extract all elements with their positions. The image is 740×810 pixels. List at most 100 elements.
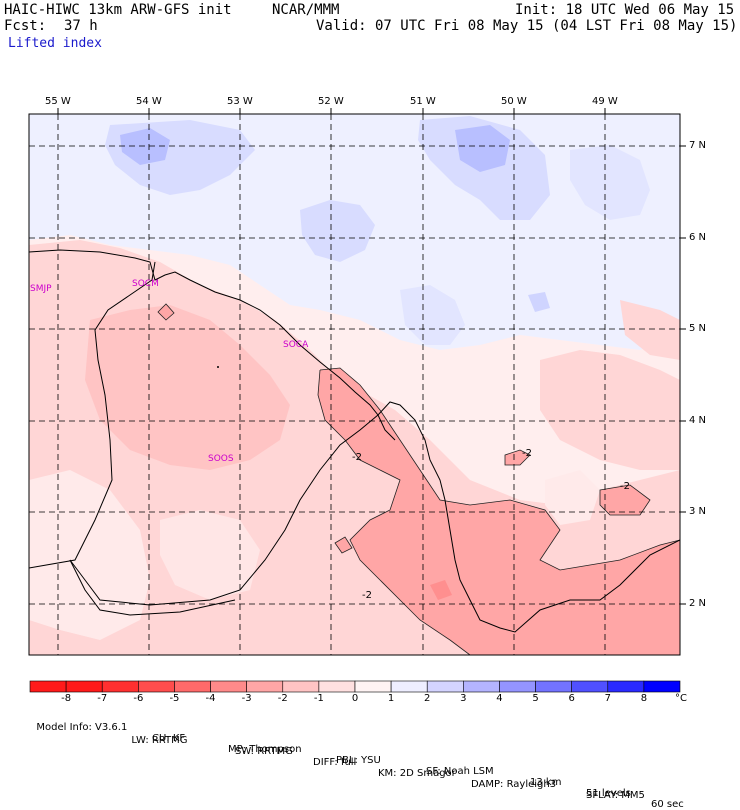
stable-core bbox=[120, 128, 170, 165]
coastline bbox=[29, 249, 680, 633]
colorbar-tick: 5 bbox=[532, 693, 539, 704]
colorbar-cell bbox=[138, 680, 175, 693]
footer-item: 60 sec bbox=[651, 799, 684, 810]
station-label: SMJP bbox=[30, 284, 52, 294]
river-line bbox=[377, 414, 396, 441]
colorbar-tick: 6 bbox=[568, 693, 575, 704]
colorbar-cell bbox=[607, 680, 645, 693]
contour-line bbox=[319, 367, 680, 571]
organization: NCAR/MMM bbox=[272, 2, 340, 18]
colorbar bbox=[29, 680, 681, 693]
contour-region bbox=[318, 368, 680, 655]
lat-label: 6 N bbox=[689, 232, 707, 243]
lon-label: 55 W bbox=[45, 96, 71, 107]
colorbar-tick: -7 bbox=[97, 693, 108, 704]
colorbar-tick: 4 bbox=[496, 693, 503, 704]
stable-patch bbox=[400, 285, 465, 345]
lat-label: 4 N bbox=[689, 415, 707, 426]
station-label: SOOS bbox=[208, 454, 234, 464]
lon-label: 53 W bbox=[227, 96, 253, 107]
colorbar-tick: 1 bbox=[387, 693, 395, 704]
model-info-line2: LW: RRTMG SW: RRTMG DIFF: full KM: 2D Sm… bbox=[125, 724, 645, 801]
lat-label: 7 N bbox=[689, 140, 707, 151]
colorbar-cell bbox=[354, 680, 392, 693]
footer-item: CU: KF bbox=[152, 733, 186, 744]
map-frame bbox=[28, 113, 681, 656]
contour-line bbox=[334, 536, 353, 554]
colorbar-cell bbox=[318, 680, 356, 693]
colorbar-cell bbox=[426, 680, 464, 693]
footer-item: Model Info: V3.6.1 bbox=[36, 722, 128, 733]
colorbar-tick: 2 bbox=[424, 693, 431, 704]
contour-region bbox=[430, 580, 452, 600]
contour-region bbox=[600, 485, 650, 515]
colorbar-tick: -5 bbox=[169, 693, 180, 704]
colorbar-cell bbox=[643, 680, 681, 693]
colorbar-cell bbox=[463, 680, 500, 693]
map-panel bbox=[28, 108, 686, 656]
stable-core bbox=[455, 125, 510, 172]
lat-label: 2 N bbox=[689, 598, 707, 609]
lon-label: 51 W bbox=[410, 96, 436, 107]
weak-zone bbox=[29, 470, 150, 640]
station-dot bbox=[217, 366, 219, 368]
footer-item: DAMP: Rayleigh3 bbox=[471, 779, 557, 790]
stable-patch bbox=[300, 200, 375, 262]
footer-item: DIFF: full bbox=[313, 757, 357, 768]
border-line bbox=[29, 261, 156, 569]
lon-label: 49 W bbox=[592, 96, 618, 107]
colorbar-cell bbox=[535, 680, 572, 693]
colorbar-cell bbox=[246, 680, 284, 693]
stable-patch bbox=[570, 145, 650, 220]
contour-line bbox=[504, 449, 531, 466]
colorbar-cell bbox=[499, 680, 536, 693]
footer-item: SW: RRTMG bbox=[235, 746, 293, 757]
border-line bbox=[69, 559, 236, 616]
colorbar-cell bbox=[174, 680, 211, 693]
unstable-zone bbox=[85, 305, 290, 470]
contour-label: -2 bbox=[522, 448, 532, 459]
lon-label: 54 W bbox=[136, 96, 162, 107]
model-title: HAIC-HIWC 13km ARW-GFS init bbox=[4, 2, 232, 18]
colorbar-unit: °C bbox=[675, 693, 687, 704]
colorbar-tick: -2 bbox=[277, 693, 288, 704]
forecast-hours: 37 h bbox=[64, 18, 98, 34]
colorbar-tick: -1 bbox=[313, 693, 324, 704]
lon-label: 50 W bbox=[501, 96, 527, 107]
contour-label: -2 bbox=[352, 452, 362, 463]
colorbar-tick: -4 bbox=[205, 693, 216, 704]
colorbar-cell bbox=[571, 680, 609, 693]
station-label: SOCA bbox=[283, 340, 309, 350]
colorbar-cell bbox=[282, 680, 320, 693]
init-time: Init: 18 UTC Wed 06 May 15 bbox=[515, 2, 735, 18]
contour-label: -2 bbox=[362, 590, 372, 601]
valid-time: Valid: 07 UTC Fri 08 May 15 (04 LST Fri … bbox=[316, 18, 738, 34]
lat-label: 3 N bbox=[689, 506, 707, 517]
station-label: SOCM bbox=[132, 279, 159, 289]
colorbar-tick: -3 bbox=[241, 693, 252, 704]
footer-item: KM: 2D Smagor bbox=[378, 768, 456, 779]
unstable-zone bbox=[540, 350, 680, 470]
field-name: Lifted index bbox=[8, 36, 102, 51]
contour-line bbox=[317, 369, 471, 655]
border-line bbox=[69, 414, 379, 606]
forecast-label: Fcst: bbox=[4, 18, 47, 34]
colorbar-cell bbox=[101, 680, 139, 693]
footer-item: SFLAY: MM5 bbox=[586, 790, 645, 801]
footer-item: LW: RRTMG bbox=[131, 735, 188, 746]
colorbar-tick: 7 bbox=[604, 693, 611, 704]
contour-label: -2 bbox=[620, 481, 630, 492]
colorbar-cell bbox=[65, 680, 103, 693]
colorbar-cell bbox=[390, 680, 428, 693]
colorbar-tick: 0 bbox=[351, 693, 359, 704]
lat-label: 5 N bbox=[689, 323, 707, 334]
model-info-line1: Model Info: V3.6.1 CU: KF MP: Thompson P… bbox=[30, 711, 683, 810]
colorbar-tick: 3 bbox=[460, 693, 467, 704]
weak-zone bbox=[545, 470, 600, 525]
colorbar-tick: -6 bbox=[133, 693, 144, 704]
unstable-zone bbox=[620, 300, 680, 360]
colorbar-tick: 8 bbox=[640, 693, 648, 704]
lon-label: 52 W bbox=[318, 96, 344, 107]
colorbar-cell bbox=[210, 680, 247, 693]
contour-line bbox=[157, 303, 175, 321]
